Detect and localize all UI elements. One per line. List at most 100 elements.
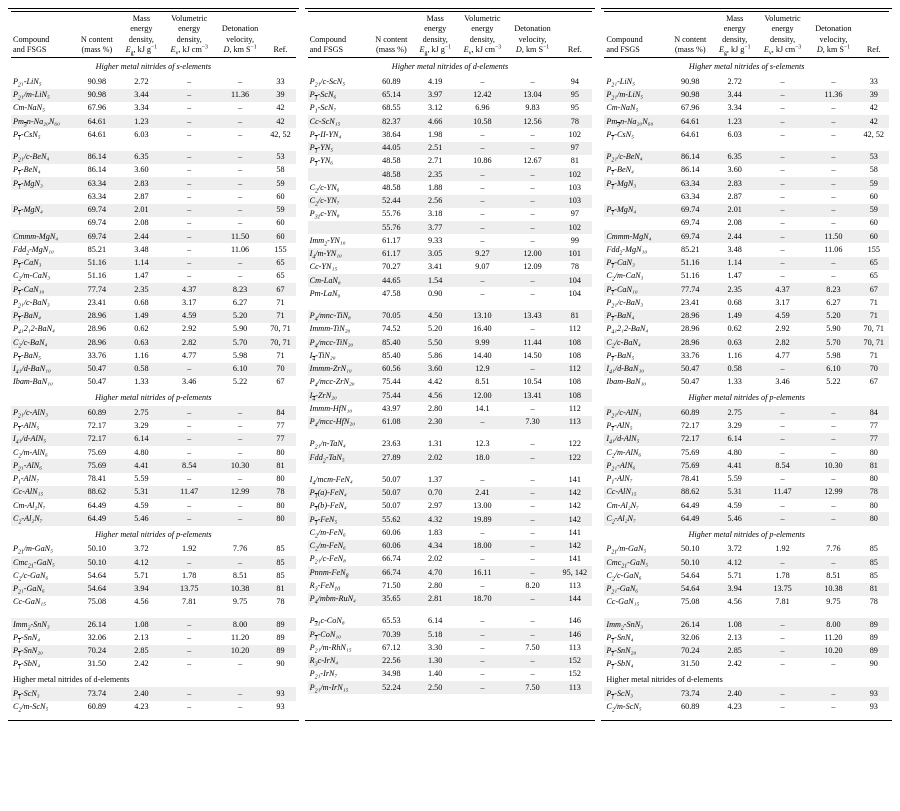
- cell-ev: –: [457, 681, 508, 694]
- cell-compound: Cm-Al₂N₇: [604, 499, 667, 512]
- cell-ncontent: 64.61: [668, 128, 713, 141]
- cell-compound: Cc-GaN₁₅: [11, 596, 74, 609]
- cell-ev: –: [457, 195, 508, 208]
- cell-ncontent: 69.74: [74, 230, 119, 243]
- cell-eg: 2.87: [119, 190, 163, 203]
- cell-ev: 1.78: [163, 569, 215, 582]
- table-row: P1-CaN₃51.161.14––65: [11, 257, 296, 270]
- cell-compound: I4-TiN₂₀: [308, 349, 370, 362]
- cell-ref: 102: [557, 221, 592, 234]
- cell-eg: 0.63: [713, 336, 757, 349]
- cell-compound: P2₁/c-ScN₅: [308, 75, 370, 88]
- cell-eg: 4.12: [119, 556, 163, 569]
- cell-ncontent: 47.58: [369, 287, 413, 300]
- cell-eg: 0.68: [713, 296, 757, 309]
- table-row: Cm-NaN₅67.963.34––42: [11, 102, 296, 115]
- cell-compound: P1-AlN₅: [11, 420, 74, 433]
- cell-ref: 95: [557, 102, 592, 115]
- cell-compound: P1-MgN₄: [11, 204, 74, 217]
- cell-d: –: [508, 487, 558, 500]
- cell-d: 12.99: [215, 486, 265, 499]
- cell-ref: 155: [859, 243, 889, 256]
- cell-ncontent: 51.16: [668, 270, 713, 283]
- cell-ev: 4.37: [757, 283, 809, 296]
- cell-ncontent: 67.96: [74, 102, 119, 115]
- cell-eg: 2.13: [119, 631, 163, 644]
- cell-d: –: [215, 102, 265, 115]
- cell-eg: 6.03: [713, 128, 757, 141]
- cell-d: 12.67: [508, 155, 558, 168]
- cell-compound: P21/m-GaN₅: [11, 543, 74, 556]
- cell-compound: C2-Al₂N₇: [11, 512, 74, 525]
- table-row: Fdd2-MgN₁₀85.213.48–11.06155: [604, 243, 889, 256]
- cell-d: –: [508, 363, 558, 376]
- cell-ev: –: [163, 75, 215, 88]
- cell-ev: –: [457, 168, 508, 181]
- cell-ref: 113: [557, 579, 592, 592]
- table-row: P1-CoN₁₀70.395.18––146: [308, 628, 593, 641]
- cell-ref: 85: [265, 556, 295, 569]
- table-row: 55.763.77––102: [308, 221, 593, 234]
- cell-compound: Cm-NaN₅: [11, 102, 74, 115]
- cell-eg: 2.44: [119, 230, 163, 243]
- cell-ev: –: [757, 75, 809, 88]
- cell-compound: Immm-HfN₁₀: [308, 402, 370, 415]
- table-row: P21/m-GaN₅50.103.721.927.7685: [11, 543, 296, 556]
- table-row: P4/mbm-RuN₄35.652.8118.70–144: [308, 593, 593, 606]
- cell-d: 12.99: [808, 486, 858, 499]
- cell-compound: Pnnm-FeN8: [308, 566, 370, 579]
- table-row: P1-AlN₅72.173.29––77: [604, 420, 889, 433]
- cell-d: 12.09: [508, 261, 558, 274]
- cell-compound: P1-SnN₂₀: [11, 645, 74, 658]
- cell-d: –: [508, 540, 558, 553]
- table-row: P2₁/m-LiN₅90.983.44–11.3639: [604, 89, 889, 102]
- cell-ref: 39: [859, 89, 889, 102]
- cell-ref: 80: [265, 473, 295, 486]
- cell-compound: P2₁-AlN₆: [604, 459, 667, 472]
- cell-ref: 42: [859, 115, 889, 128]
- cell-ev: –: [163, 243, 215, 256]
- cell-ncontent: 88.62: [74, 486, 119, 499]
- cell-d: –: [808, 473, 858, 486]
- cell-eg: 2.40: [119, 687, 163, 700]
- table-row: R3c-IrN₄22.561.30––152: [308, 655, 593, 668]
- cell-ev: –: [757, 512, 809, 525]
- cell-compound: Cm-Al₂N₇: [11, 499, 74, 512]
- cell-ev: –: [757, 177, 809, 190]
- table-row: P1-CaN₃51.161.14––65: [604, 257, 889, 270]
- column-2: Compoundand FSGSN content(mass %)Massene…: [305, 8, 596, 721]
- cell-compound: Fdd2-MgN₁₀: [11, 243, 74, 256]
- cell-eg: 4.59: [119, 499, 163, 512]
- cell-d: –: [215, 446, 265, 459]
- cell-eg: 2.44: [713, 230, 757, 243]
- cell-d: –: [215, 151, 265, 164]
- nitrides-table-2: Compoundand FSGSN content(mass %)Massene…: [308, 11, 593, 694]
- spacer-row: [604, 142, 889, 151]
- cell-ncontent: 82.37: [369, 115, 413, 128]
- cell-compound: P4/mcc-HfN₂₀: [308, 416, 370, 429]
- table-row: P2₁/c-BeN₄86.146.35––53: [604, 151, 889, 164]
- cell-eg: 2.08: [713, 217, 757, 230]
- table-row: Cmmm-MgN₄69.742.44–11.5060: [11, 230, 296, 243]
- cell-ev: –: [757, 128, 809, 141]
- cell-ref: 60: [265, 217, 295, 230]
- cell-ev: –: [757, 230, 809, 243]
- nitrides-table-1: Compoundand FSGSN content(mass %)Massene…: [11, 11, 296, 714]
- cell-d: –: [508, 274, 558, 287]
- cell-ev: 1.92: [757, 543, 809, 556]
- cell-eg: 4.32: [413, 513, 457, 526]
- cell-compound: Imm2-SnN₃: [604, 618, 667, 631]
- cell-compound: P1-CoN₁₀: [308, 628, 370, 641]
- cell-ncontent: 65.53: [369, 615, 413, 628]
- cell-eg: 3.34: [119, 102, 163, 115]
- col-ncontent: N content(mass %): [369, 12, 413, 58]
- cell-ev: –: [757, 270, 809, 283]
- cell-ev: 8.54: [163, 459, 215, 472]
- cell-ncontent: 50.07: [369, 473, 413, 486]
- cell-ev: 6.96: [457, 102, 508, 115]
- cell-ev: 19.89: [457, 513, 508, 526]
- cell-ref: 85: [265, 569, 295, 582]
- cell-ref: 141: [557, 553, 592, 566]
- table-row: P1-BaN₄28.961.494.595.2071: [11, 310, 296, 323]
- col-d: Detonationvelocity,D, km S−1: [508, 12, 558, 58]
